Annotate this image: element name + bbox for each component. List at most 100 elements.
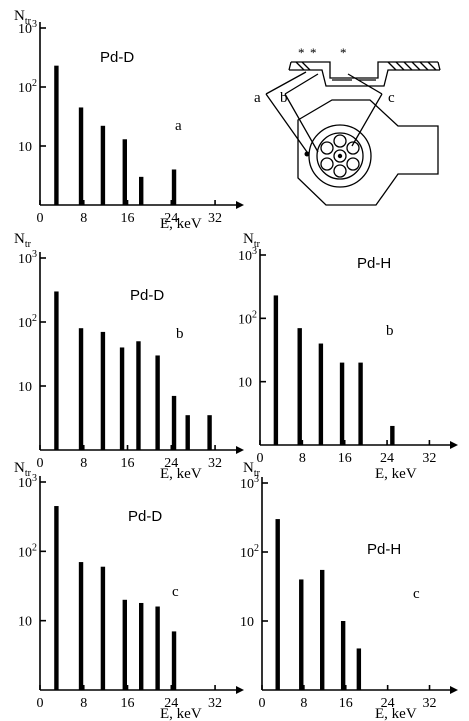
x-tick-label: 8 — [80, 211, 87, 226]
x-axis-arrow-icon — [450, 686, 458, 694]
x-tick-label: 16 — [121, 456, 135, 471]
bar — [139, 176, 144, 205]
bar — [100, 566, 106, 690]
bar — [100, 125, 106, 205]
x-tick-label: 8 — [300, 696, 307, 711]
chart-panel-b-pd-d: 10 102 103 0 8 16 24 32 Pd-D b Ntr E, keV — [14, 231, 244, 482]
svg-text:*: * — [310, 45, 317, 60]
y-tick-label: 102 — [240, 543, 259, 561]
bar — [54, 65, 59, 206]
diagram-label-b: b — [280, 90, 288, 106]
bar — [273, 295, 279, 445]
x-tick-label: 0 — [257, 451, 264, 466]
x-tick-label: 16 — [338, 451, 352, 466]
y-tick-label: 102 — [238, 309, 257, 327]
svg-text:*: * — [340, 45, 347, 60]
bar — [275, 519, 280, 690]
x-tick-label: 24 — [164, 696, 178, 711]
x-tick-label: 16 — [339, 696, 353, 711]
x-axis-label: E, keV — [160, 466, 202, 482]
diagram-label-a: a — [254, 90, 261, 106]
bar — [299, 579, 304, 690]
panel-title: Pd-H — [357, 255, 391, 272]
bar — [390, 425, 395, 445]
x-tick-label: 0 — [37, 211, 44, 226]
diagram-label-c: c — [388, 90, 395, 106]
x-tick-label: 32 — [423, 696, 437, 711]
bar — [318, 343, 324, 445]
x-tick-label: 8 — [299, 451, 306, 466]
bar — [339, 362, 345, 445]
x-tick-label: 0 — [37, 456, 44, 471]
y-tick-label: 103 — [18, 249, 37, 267]
bar — [340, 621, 346, 690]
y-tick-label: 10 — [240, 615, 254, 630]
bar — [155, 606, 160, 690]
x-tick-label: 0 — [37, 696, 44, 711]
panel-title: Pd-H — [367, 541, 401, 558]
x-axis-label: E, keV — [375, 706, 417, 721]
y-axis-label: Ntr — [14, 231, 32, 250]
x-axis-arrow-icon — [450, 441, 458, 449]
bar — [320, 569, 325, 690]
x-axis-label: E, keV — [160, 216, 202, 232]
y-tick-label: 102 — [18, 542, 37, 560]
bar — [297, 328, 302, 445]
panel-title: Pd-D — [130, 287, 164, 304]
x-tick-label: 8 — [80, 696, 87, 711]
x-tick-label: 32 — [208, 696, 222, 711]
bar — [171, 631, 177, 690]
bar — [171, 395, 177, 450]
bar — [155, 355, 160, 450]
bar — [54, 506, 59, 690]
bar — [78, 107, 84, 205]
panel-letter: c — [172, 584, 179, 600]
x-axis-label: E, keV — [375, 466, 417, 482]
panel-letter: c — [413, 586, 420, 602]
bar — [139, 602, 144, 690]
x-tick-label: 32 — [422, 451, 436, 466]
panel-title: Pd-D — [128, 508, 162, 525]
y-tick-label: 10 — [18, 380, 32, 395]
y-tick-label: 102 — [18, 78, 37, 96]
x-tick-label: 24 — [380, 451, 394, 466]
bar — [78, 328, 84, 450]
panel-letter: a — [175, 118, 182, 134]
y-tick-label: 10 — [18, 140, 32, 155]
bar — [100, 331, 106, 450]
apparatus-diagram: * * * a b c — [254, 45, 441, 206]
y-tick-label: 10 — [238, 376, 252, 391]
y-tick-label: 10 — [18, 615, 32, 630]
bar — [122, 599, 127, 690]
x-tick-label: 32 — [208, 456, 222, 471]
bar — [207, 415, 212, 450]
x-tick-label: 0 — [259, 696, 266, 711]
bar — [356, 648, 362, 690]
bar — [185, 415, 190, 450]
x-tick-label: 8 — [80, 456, 87, 471]
x-axis-label: E, keV — [160, 706, 202, 721]
bar — [136, 341, 141, 450]
bar — [54, 291, 59, 450]
x-tick-label: 24 — [164, 211, 178, 226]
panel-letter: b — [386, 323, 394, 339]
x-axis-arrow-icon — [236, 201, 244, 209]
svg-text:*: * — [298, 45, 305, 60]
x-axis-arrow-icon — [236, 446, 244, 454]
y-tick-label: 102 — [18, 313, 37, 331]
bar — [358, 362, 363, 445]
bar — [171, 169, 177, 205]
x-tick-label: 32 — [208, 211, 222, 226]
x-axis-arrow-icon — [236, 686, 244, 694]
panel-title: Pd-D — [100, 49, 134, 66]
bar — [122, 139, 127, 205]
x-tick-label: 24 — [381, 696, 395, 711]
bar — [119, 347, 125, 450]
x-tick-label: 16 — [121, 696, 135, 711]
